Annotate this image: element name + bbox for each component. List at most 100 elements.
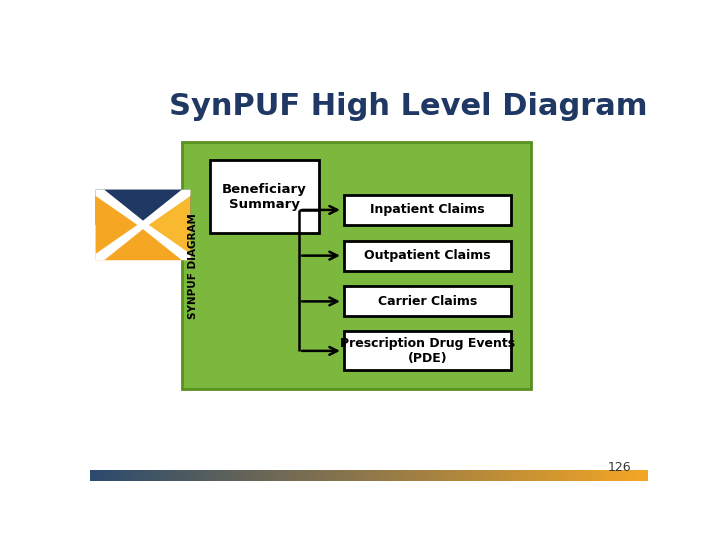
Bar bbox=[336, 470, 338, 481]
Polygon shape bbox=[96, 225, 190, 260]
Bar bbox=[472, 470, 475, 481]
Bar bbox=[433, 470, 436, 481]
Bar bbox=[96, 470, 99, 481]
Bar bbox=[500, 470, 503, 481]
Bar bbox=[408, 470, 411, 481]
Bar bbox=[419, 470, 422, 481]
Bar bbox=[300, 470, 302, 481]
Bar bbox=[213, 470, 215, 481]
Bar bbox=[322, 470, 324, 481]
Bar bbox=[202, 470, 204, 481]
Bar bbox=[166, 470, 168, 481]
Bar bbox=[416, 470, 419, 481]
Bar bbox=[587, 470, 590, 481]
Bar bbox=[132, 470, 135, 481]
Bar bbox=[188, 470, 190, 481]
Bar bbox=[411, 470, 413, 481]
Bar bbox=[550, 470, 553, 481]
Bar bbox=[469, 470, 472, 481]
Bar bbox=[263, 470, 266, 481]
Bar bbox=[140, 470, 143, 481]
Bar bbox=[380, 470, 383, 481]
Bar bbox=[498, 470, 500, 481]
Bar bbox=[305, 470, 307, 481]
Bar bbox=[288, 470, 291, 481]
Bar bbox=[559, 470, 562, 481]
Bar bbox=[495, 470, 498, 481]
Polygon shape bbox=[96, 190, 143, 260]
Bar bbox=[520, 470, 523, 481]
FancyBboxPatch shape bbox=[344, 331, 511, 370]
Bar bbox=[260, 470, 263, 481]
Bar bbox=[344, 470, 347, 481]
Bar bbox=[252, 470, 255, 481]
FancyBboxPatch shape bbox=[210, 160, 319, 233]
Bar bbox=[277, 470, 280, 481]
Bar bbox=[436, 470, 438, 481]
Bar bbox=[631, 470, 634, 481]
Bar bbox=[642, 470, 645, 481]
Polygon shape bbox=[96, 190, 190, 225]
Bar bbox=[233, 470, 235, 481]
Text: SynPUF High Level Diagram: SynPUF High Level Diagram bbox=[168, 92, 647, 121]
Bar bbox=[386, 470, 389, 481]
Bar bbox=[603, 470, 606, 481]
Bar bbox=[154, 470, 157, 481]
Bar bbox=[168, 470, 171, 481]
Bar bbox=[483, 470, 486, 481]
Bar bbox=[294, 470, 297, 481]
Bar bbox=[238, 470, 240, 481]
Bar bbox=[118, 470, 121, 481]
Bar bbox=[505, 470, 508, 481]
Bar bbox=[285, 470, 288, 481]
Bar bbox=[593, 470, 595, 481]
FancyBboxPatch shape bbox=[182, 141, 531, 389]
Bar bbox=[269, 470, 271, 481]
Text: SYNPUF DIAGRAM: SYNPUF DIAGRAM bbox=[188, 213, 198, 319]
Bar bbox=[258, 470, 260, 481]
Bar bbox=[425, 470, 428, 481]
Bar bbox=[207, 470, 210, 481]
Bar bbox=[464, 470, 467, 481]
Bar bbox=[96, 190, 190, 260]
Bar bbox=[553, 470, 556, 481]
Bar bbox=[441, 470, 444, 481]
Bar bbox=[598, 470, 600, 481]
Bar bbox=[135, 470, 138, 481]
Bar bbox=[138, 470, 140, 481]
Polygon shape bbox=[143, 190, 190, 260]
Bar bbox=[129, 470, 132, 481]
Bar bbox=[645, 470, 648, 481]
Text: 126: 126 bbox=[608, 461, 631, 474]
Bar bbox=[249, 470, 252, 481]
Bar bbox=[101, 470, 104, 481]
Bar bbox=[115, 470, 118, 481]
Bar bbox=[629, 470, 631, 481]
Bar bbox=[590, 470, 593, 481]
Bar bbox=[243, 470, 246, 481]
Bar bbox=[606, 470, 609, 481]
Bar bbox=[199, 470, 202, 481]
Bar bbox=[160, 470, 163, 481]
Bar bbox=[503, 470, 505, 481]
Bar bbox=[246, 470, 249, 481]
Bar bbox=[374, 470, 377, 481]
Bar bbox=[215, 470, 218, 481]
Bar bbox=[235, 470, 238, 481]
Text: Carrier Claims: Carrier Claims bbox=[378, 295, 477, 308]
Bar bbox=[171, 470, 174, 481]
Bar bbox=[489, 470, 492, 481]
Bar bbox=[151, 470, 154, 481]
Bar bbox=[609, 470, 612, 481]
Bar bbox=[338, 470, 341, 481]
Bar bbox=[330, 470, 333, 481]
Bar bbox=[369, 470, 372, 481]
Bar bbox=[467, 470, 469, 481]
Bar bbox=[413, 470, 416, 481]
Bar bbox=[615, 470, 617, 481]
Bar bbox=[450, 470, 453, 481]
Polygon shape bbox=[96, 190, 190, 260]
Bar bbox=[600, 470, 603, 481]
Bar bbox=[547, 470, 550, 481]
Bar bbox=[327, 470, 330, 481]
